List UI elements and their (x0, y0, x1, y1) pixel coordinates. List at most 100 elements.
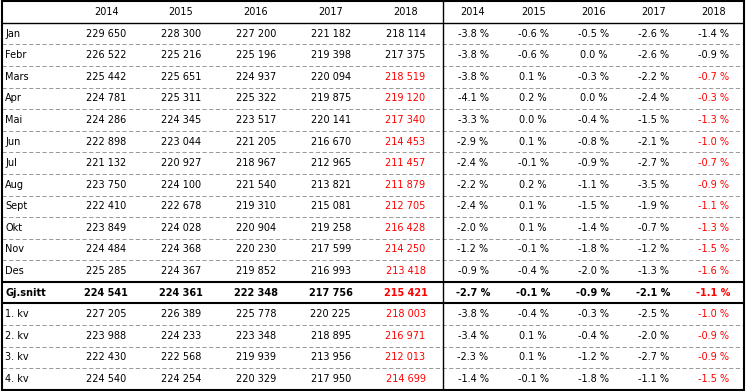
Text: -1.5 %: -1.5 % (578, 201, 609, 211)
Text: -0.6 %: -0.6 % (518, 50, 548, 60)
Text: -2.1 %: -2.1 % (638, 136, 669, 147)
Text: -1.4 %: -1.4 % (457, 374, 489, 384)
Text: 224 368: 224 368 (161, 244, 201, 255)
Text: 224 361: 224 361 (159, 288, 203, 298)
Text: 0.1 %: 0.1 % (519, 331, 547, 341)
Text: 2018: 2018 (393, 7, 418, 17)
Text: -0.1 %: -0.1 % (516, 288, 551, 298)
Text: 2017: 2017 (319, 7, 343, 17)
Text: 222 678: 222 678 (161, 201, 201, 211)
Text: -0.7 %: -0.7 % (698, 72, 730, 82)
Text: -3.8 %: -3.8 % (457, 50, 489, 60)
Text: -0.1 %: -0.1 % (518, 374, 548, 384)
Text: 224 484: 224 484 (87, 244, 126, 255)
Text: -3.8 %: -3.8 % (457, 309, 489, 319)
Text: -1.9 %: -1.9 % (638, 201, 669, 211)
Text: 220 329: 220 329 (236, 374, 276, 384)
Text: 213 956: 213 956 (310, 352, 351, 362)
Text: 225 322: 225 322 (236, 93, 276, 103)
Text: 0.2 %: 0.2 % (519, 180, 547, 190)
Text: -1.1 %: -1.1 % (697, 288, 731, 298)
Text: 221 205: 221 205 (236, 136, 276, 147)
Text: 224 100: 224 100 (161, 180, 201, 190)
Text: 212 965: 212 965 (310, 158, 351, 168)
Text: -3.8 %: -3.8 % (457, 72, 489, 82)
Text: -1.4 %: -1.4 % (698, 29, 729, 39)
Text: 219 258: 219 258 (310, 223, 351, 233)
Text: 2018: 2018 (701, 7, 726, 17)
Text: 2016: 2016 (581, 7, 606, 17)
Text: 217 599: 217 599 (310, 244, 351, 255)
Text: -0.1 %: -0.1 % (518, 158, 548, 168)
Text: -2.9 %: -2.9 % (457, 136, 489, 147)
Text: 224 286: 224 286 (87, 115, 126, 125)
Text: 2016: 2016 (244, 7, 269, 17)
Text: 226 522: 226 522 (86, 50, 127, 60)
Text: 223 517: 223 517 (236, 115, 276, 125)
Text: 223 849: 223 849 (87, 223, 126, 233)
Text: -0.7 %: -0.7 % (698, 158, 730, 168)
Text: Sept: Sept (5, 201, 28, 211)
Text: 224 254: 224 254 (161, 374, 201, 384)
Text: 225 216: 225 216 (161, 50, 201, 60)
Text: 211 457: 211 457 (386, 158, 426, 168)
Text: 212 705: 212 705 (386, 201, 426, 211)
Text: -0.7 %: -0.7 % (638, 223, 669, 233)
Text: -2.2 %: -2.2 % (457, 180, 489, 190)
Text: -1.2 %: -1.2 % (578, 352, 609, 362)
Text: 214 699: 214 699 (386, 374, 425, 384)
Text: 222 348: 222 348 (234, 288, 278, 298)
Text: Nov: Nov (5, 244, 24, 255)
Text: 224 367: 224 367 (161, 266, 201, 276)
Text: 225 196: 225 196 (236, 50, 276, 60)
Text: -1.1 %: -1.1 % (638, 374, 669, 384)
Text: 2017: 2017 (641, 7, 666, 17)
Text: 224 540: 224 540 (87, 374, 126, 384)
Text: 0.1 %: 0.1 % (519, 72, 547, 82)
Text: -0.9 %: -0.9 % (698, 180, 729, 190)
Text: -1.0 %: -1.0 % (698, 309, 729, 319)
Text: 217 756: 217 756 (309, 288, 353, 298)
Text: 2. kv: 2. kv (5, 331, 29, 341)
Text: 222 430: 222 430 (87, 352, 126, 362)
Text: 217 340: 217 340 (386, 115, 425, 125)
Text: -1.1 %: -1.1 % (578, 180, 609, 190)
Text: 215 081: 215 081 (310, 201, 351, 211)
Text: 214 453: 214 453 (386, 136, 425, 147)
Text: 219 852: 219 852 (236, 266, 276, 276)
Text: Mai: Mai (5, 115, 22, 125)
Text: -1.8 %: -1.8 % (578, 374, 609, 384)
Text: -4.1 %: -4.1 % (457, 93, 489, 103)
Text: -1.4 %: -1.4 % (578, 223, 609, 233)
Text: -1.5 %: -1.5 % (638, 115, 669, 125)
Text: 0.0 %: 0.0 % (580, 93, 607, 103)
Text: 222 568: 222 568 (161, 352, 201, 362)
Text: 1. kv: 1. kv (5, 309, 29, 319)
Text: -2.7 %: -2.7 % (638, 158, 669, 168)
Text: -0.9 %: -0.9 % (698, 331, 729, 341)
Text: 213 821: 213 821 (310, 180, 351, 190)
Text: Okt: Okt (5, 223, 22, 233)
Text: -2.4 %: -2.4 % (457, 158, 489, 168)
Text: 223 348: 223 348 (236, 331, 276, 341)
Text: -0.8 %: -0.8 % (578, 136, 609, 147)
Text: 222 898: 222 898 (87, 136, 126, 147)
Text: -2.3 %: -2.3 % (457, 352, 489, 362)
Text: 225 778: 225 778 (236, 309, 276, 319)
Text: 216 993: 216 993 (311, 266, 351, 276)
Text: -1.8 %: -1.8 % (578, 244, 609, 255)
Text: Febr: Febr (5, 50, 27, 60)
Text: 224 937: 224 937 (236, 72, 276, 82)
Text: 211 879: 211 879 (386, 180, 425, 190)
Text: Aug: Aug (5, 180, 24, 190)
Text: 212 013: 212 013 (386, 352, 425, 362)
Text: 224 233: 224 233 (161, 331, 201, 341)
Text: -0.4 %: -0.4 % (578, 331, 609, 341)
Text: 0.1 %: 0.1 % (519, 223, 547, 233)
Text: 0.1 %: 0.1 % (519, 201, 547, 211)
Text: 225 442: 225 442 (86, 72, 127, 82)
Text: 227 205: 227 205 (86, 309, 127, 319)
Text: 0.0 %: 0.0 % (580, 50, 607, 60)
Text: 219 310: 219 310 (236, 201, 276, 211)
Text: -0.9 %: -0.9 % (698, 50, 729, 60)
